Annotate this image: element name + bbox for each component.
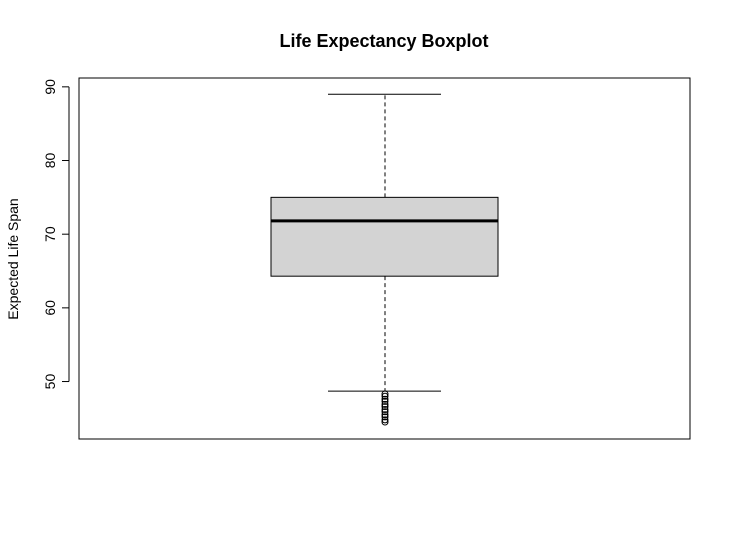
interquartile-box <box>270 196 499 277</box>
outlier-point-6 <box>381 403 389 411</box>
y-tick-label-80: 80 <box>42 153 58 169</box>
y-tick-label-70: 70 <box>42 226 58 242</box>
outlier-point-7 <box>381 406 389 414</box>
outlier-point-5 <box>381 400 389 408</box>
outlier-point-12 <box>381 418 389 426</box>
y-tick-label-60: 60 <box>42 300 58 316</box>
plot-frame <box>78 77 691 440</box>
outlier-point-4 <box>381 397 389 405</box>
outlier-point-9 <box>381 411 389 419</box>
y-tick-label-50: 50 <box>42 374 58 390</box>
y-axis-label: Expected Life Span <box>5 198 21 319</box>
outlier-point-11 <box>381 416 389 424</box>
chart-title: Life Expectancy Boxplot <box>279 31 488 51</box>
boxplot-group <box>270 93 499 426</box>
outlier-point-3 <box>381 395 389 403</box>
outlier-point-2 <box>381 392 389 400</box>
outlier-point-1 <box>381 390 389 398</box>
y-tick-label-90: 90 <box>42 79 58 95</box>
y-axis: 50 60 70 80 90 <box>42 79 70 390</box>
outlier-point-8 <box>381 408 389 416</box>
outlier-point-10 <box>381 413 389 421</box>
